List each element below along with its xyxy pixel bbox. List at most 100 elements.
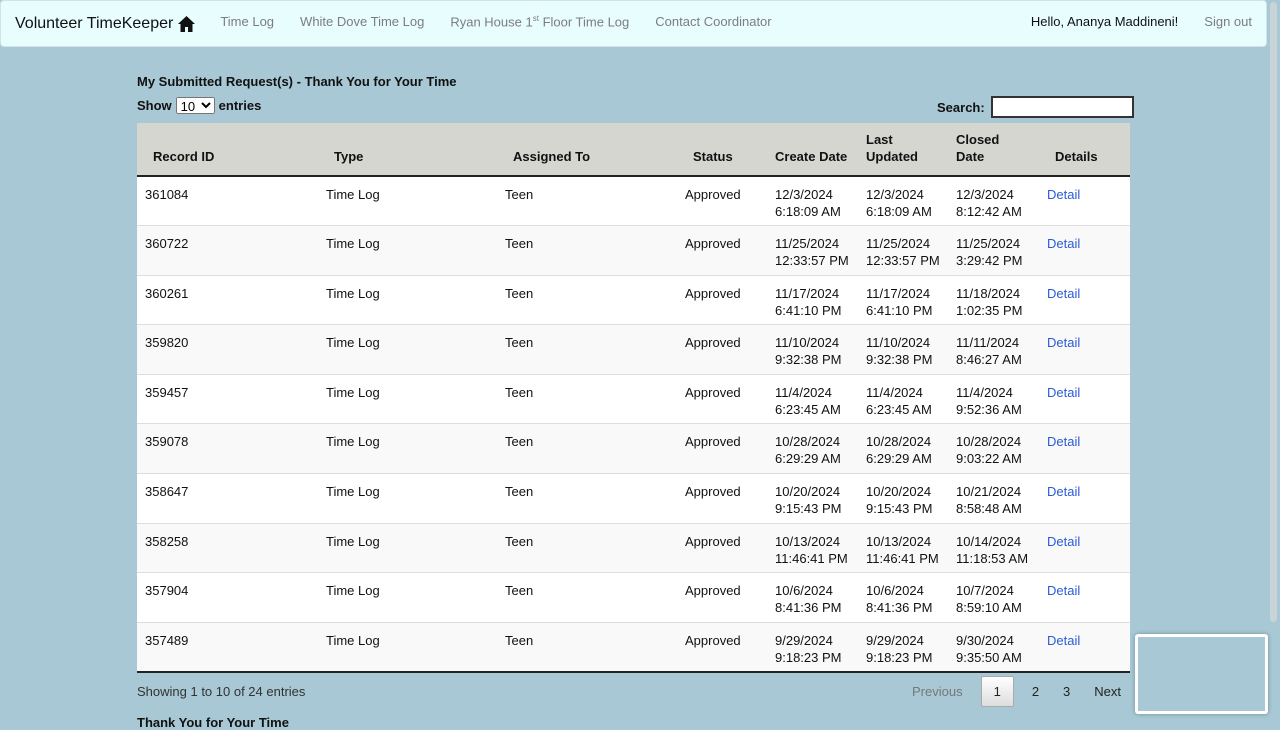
table-cell: Teen [497, 225, 677, 276]
scrollbar-thumb[interactable] [1270, 2, 1277, 622]
table-cell: Approved [677, 274, 767, 325]
sign-out-link[interactable]: Sign out [1204, 14, 1252, 29]
detail-link[interactable]: Detail [1047, 583, 1081, 599]
column-header[interactable]: Last Updated [858, 123, 948, 177]
table-cell: Detail [1039, 373, 1130, 424]
table-cell: 11/10/2024 9:32:38 PM [858, 324, 948, 375]
table-cell: Teen [497, 522, 677, 573]
column-header[interactable]: Record ID [137, 123, 318, 177]
table-cell: 11/10/2024 9:32:38 PM [767, 324, 858, 375]
table-cell: Detail [1039, 274, 1130, 325]
table-cell: 10/6/2024 8:41:36 PM [767, 572, 858, 623]
table-cell: 359457 [137, 373, 318, 424]
link-part: Floor Time Log [538, 14, 630, 30]
home-icon [178, 15, 196, 32]
table-cell: 11/11/2024 8:46:27 AM [948, 324, 1039, 375]
detail-link[interactable]: Detail [1047, 632, 1081, 648]
table-cell: 11/25/2024 3:29:42 PM [948, 225, 1039, 276]
table-cell: 10/20/2024 9:15:43 PM [767, 473, 858, 524]
page-title: My Submitted Request(s) - Thank You for … [137, 74, 457, 89]
table-cell: Approved [677, 373, 767, 424]
page-2-button[interactable]: 2 [1031, 684, 1040, 699]
column-header[interactable]: Create Date [767, 123, 858, 177]
table-cell: Detail [1039, 572, 1130, 623]
table-cell: Time Log [318, 324, 497, 375]
table-row: 361084 Time Log Teen Approved 12/3/2024 6:18… [137, 175, 1130, 226]
table-cell: Detail [1039, 423, 1130, 474]
table-cell: 10/13/2024 11:46:41 PM [858, 522, 948, 573]
column-header[interactable]: Type [318, 123, 497, 177]
table-cell: Detail [1039, 225, 1130, 276]
table-cell: 357489 [137, 621, 318, 673]
nav-contact-coordinator[interactable]: Contact Coordinator [655, 13, 772, 29]
table-row: 357489 Time Log Teen Approved 9/29/2024 9:18… [137, 621, 1130, 673]
table-cell: Detail [1039, 175, 1130, 226]
table-cell: Teen [497, 621, 677, 673]
column-header[interactable]: Details [1039, 123, 1130, 177]
link-part: Ryan House 1 [450, 14, 533, 30]
table-cell: 358647 [137, 473, 318, 524]
detail-link[interactable]: Detail [1047, 285, 1081, 301]
column-header[interactable]: Closed Date [948, 123, 1039, 177]
table-cell: 11/25/2024 12:33:57 PM [767, 225, 858, 276]
previous-button[interactable]: Previous [912, 684, 963, 699]
next-button[interactable]: Next [1094, 684, 1122, 699]
table-cell: 357904 [137, 572, 318, 623]
nav-time-log[interactable]: Time Log [220, 13, 275, 29]
column-header[interactable]: Status [677, 123, 767, 177]
table-cell: 358258 [137, 522, 318, 573]
table-cell: 359820 [137, 324, 318, 375]
pagination: Previous 1 2 3 Next [900, 676, 1133, 707]
table-cell: Time Log [318, 572, 497, 623]
search-box: Search: [937, 96, 1134, 118]
preview-image [1138, 637, 1265, 711]
scrollbar[interactable] [1267, 0, 1280, 724]
table-cell: 11/17/2024 6:41:10 PM [767, 274, 858, 325]
table-info: Showing 1 to 10 of 24 entries [137, 684, 306, 699]
table-cell: Detail [1039, 324, 1130, 375]
table-cell: Time Log [318, 473, 497, 524]
page-1-button[interactable]: 1 [980, 676, 1014, 707]
table-cell: 11/4/2024 6:23:45 AM [767, 373, 858, 424]
table-row: 358258 Time Log Teen Approved 10/13/2024 11:… [137, 522, 1130, 573]
detail-link[interactable]: Detail [1047, 236, 1081, 252]
detail-link[interactable]: Detail [1047, 434, 1081, 450]
table-cell: Time Log [318, 225, 497, 276]
table-cell: 10/28/2024 9:03:22 AM [948, 423, 1039, 474]
link-sup: st [532, 13, 539, 23]
table-cell: Time Log [318, 621, 497, 673]
table-cell: 10/6/2024 8:41:36 PM [858, 572, 948, 623]
detail-link[interactable]: Detail [1047, 384, 1081, 400]
search-input[interactable] [990, 96, 1134, 118]
table-cell: Teen [497, 423, 677, 474]
greeting: Hello, Ananya Maddineni! [1030, 14, 1179, 29]
table-cell: Teen [497, 473, 677, 524]
table-cell: 12/3/2024 6:18:09 AM [858, 175, 948, 226]
table-cell: Approved [677, 572, 767, 623]
table-cell: Approved [677, 423, 767, 474]
detail-link[interactable]: Detail [1047, 187, 1081, 202]
brand[interactable]: Volunteer TimeKeeper [15, 15, 196, 33]
table-cell: 10/28/2024 6:29:29 AM [767, 423, 858, 474]
entries-select[interactable]: 10 [175, 97, 215, 114]
column-header[interactable]: Assigned To [497, 123, 677, 177]
table-cell: Teen [497, 175, 677, 226]
table-cell: 9/30/2024 9:35:50 AM [948, 621, 1039, 673]
nav-ryan-house-time-log[interactable]: Ryan House 1st Floor Time Log [450, 14, 629, 29]
table-cell: 359078 [137, 423, 318, 474]
screenshot-preview-thumbnail[interactable] [1135, 634, 1268, 714]
table-row: 358647 Time Log Teen Approved 10/20/2024 9:1… [137, 473, 1130, 524]
detail-link[interactable]: Detail [1047, 533, 1081, 549]
navbar: Volunteer TimeKeeper Time Log White Dove… [0, 0, 1267, 47]
nav-white-dove-time-log[interactable]: White Dove Time Log [300, 13, 425, 29]
table-cell: Detail [1039, 473, 1130, 524]
table-cell: 11/18/2024 1:02:35 PM [948, 274, 1039, 325]
table-cell: 9/29/2024 9:18:23 PM [767, 621, 858, 673]
table-cell: Approved [677, 522, 767, 573]
table-cell: 361084 [137, 175, 318, 226]
detail-link[interactable]: Detail [1047, 335, 1081, 351]
table-cell: Teen [497, 324, 677, 375]
table-cell: Approved [677, 324, 767, 375]
page-3-button[interactable]: 3 [1063, 684, 1071, 699]
detail-link[interactable]: Detail [1047, 484, 1081, 500]
